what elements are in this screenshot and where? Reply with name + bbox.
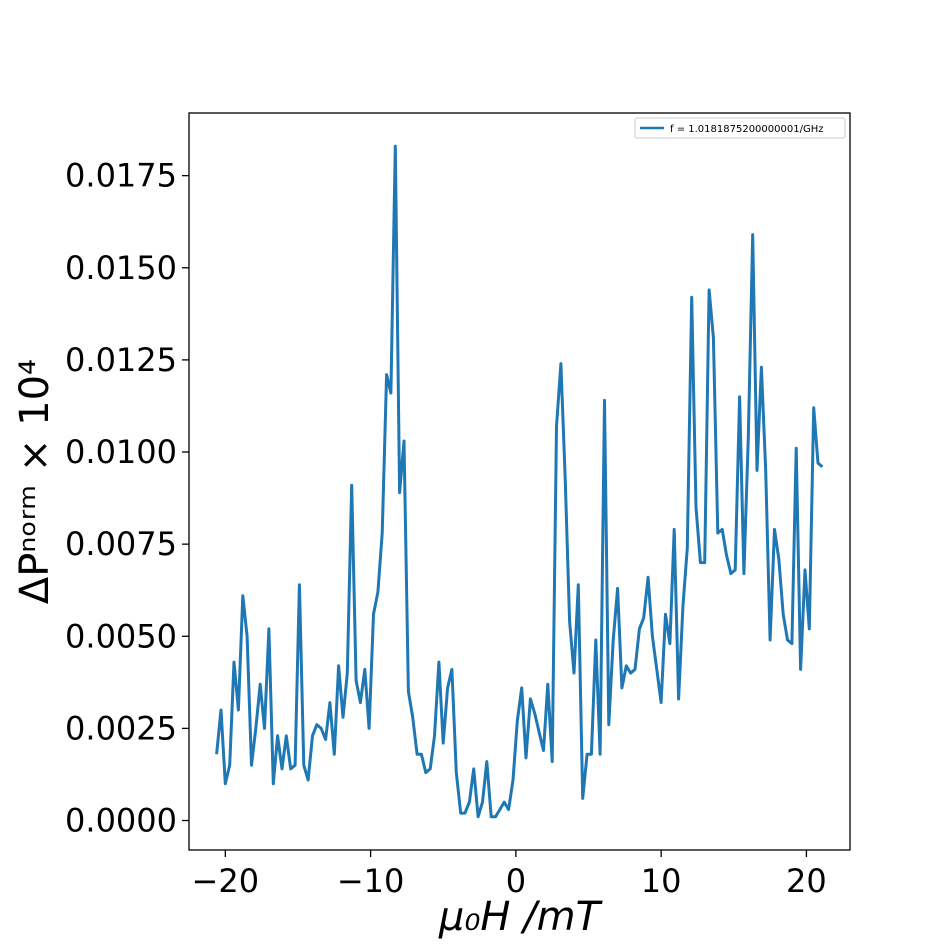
x-tick-label: 10 [641, 862, 682, 900]
x-tick-label: −20 [192, 862, 260, 900]
plot-frame [188, 112, 851, 851]
y-tick-label: 0.0075 [65, 525, 177, 563]
legend-label: f = 1.0181875200000001/GHz [670, 124, 823, 135]
x-tick-label: 0 [506, 862, 526, 900]
x-tick-label: 20 [786, 862, 827, 900]
x-axis-ticks: −20 −10 0 10 20 [192, 850, 827, 900]
x-axis-label: μ₀H /mT [438, 894, 604, 940]
y-tick-label: 0.0125 [65, 341, 177, 379]
series-line-0 [215, 144, 824, 819]
y-tick-label: 0.0150 [65, 249, 177, 287]
x-tick-label: −10 [337, 862, 405, 900]
y-tick-label: 0.0025 [65, 709, 177, 747]
y-axis-ticks: 0.0000 0.0025 0.0050 0.0075 0.0100 0.0125 0.01… [65, 157, 189, 840]
y-tick-label: 0.0175 [65, 157, 177, 195]
y-axis-label: ΔPⁿᵒʳᵐ × 10⁴ [12, 359, 58, 604]
series-layer [215, 144, 824, 819]
y-tick-label: 0.0050 [65, 617, 177, 655]
y-tick-label: 0.0000 [65, 802, 177, 840]
legend-box [634, 117, 846, 139]
y-tick-label: 0.0100 [65, 433, 177, 471]
legend: f = 1.0181875200000001/GHz [634, 117, 846, 139]
